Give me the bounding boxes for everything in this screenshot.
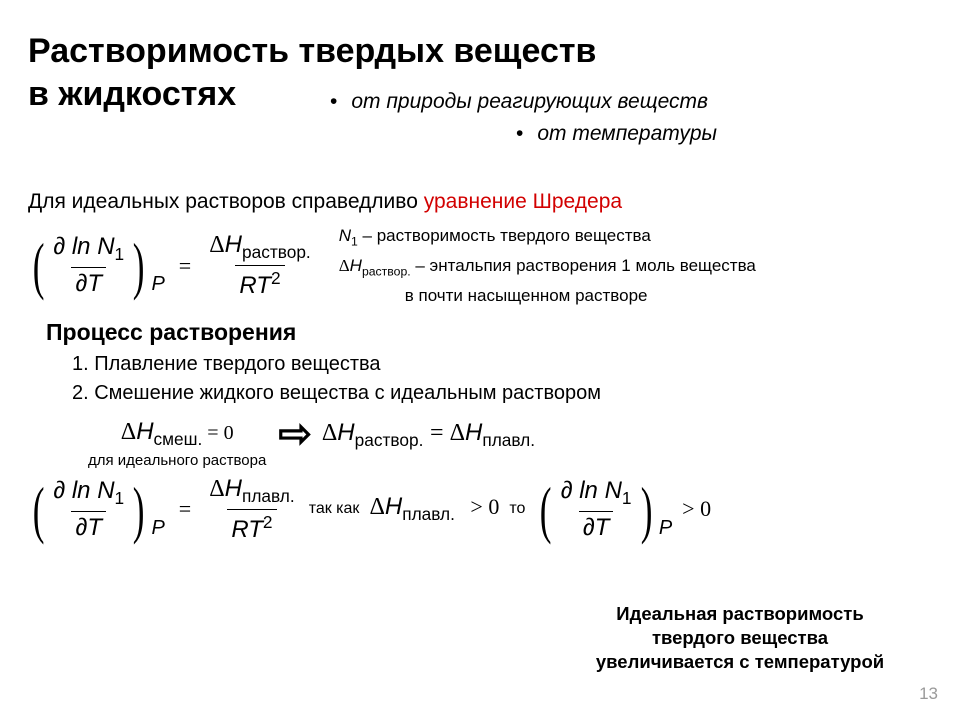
conclusion: Идеальная растворимость твердого веществ… <box>560 602 920 674</box>
dh-equality: ΔHраствор. = ΔHплавл. <box>322 419 535 451</box>
page-number: 13 <box>919 684 938 704</box>
bullet-text-1: от природы реагирующих веществ <box>351 90 708 114</box>
conclusion-line-1: Идеальная растворимость <box>616 603 863 624</box>
conclusion-line-2: твердого вещества <box>652 627 828 648</box>
definitions: N1 – растворимость твердого вещества ΔHр… <box>339 222 756 309</box>
title-line-1: Растворимость твердых веществ <box>28 32 596 70</box>
melting-equation-row: ( ∂ ln N1 ∂T ) P = ΔHплавл. RT2 так как … <box>28 475 932 544</box>
paren-right-icon: ) <box>640 484 652 535</box>
intro-plain: Для идеальных растворов справедливо <box>28 190 424 213</box>
rhs-paren-block: ( ∂ ln N1 ∂T ) P <box>535 477 672 542</box>
bullet-item-1: • от природы реагирующих веществ <box>330 90 920 114</box>
lhs-fraction: ∂ ln N1 ∂T <box>49 233 128 298</box>
subscript-p: P <box>151 273 164 296</box>
step-1: 1. Плавление твердого вещества <box>72 350 932 379</box>
gt0-final: > 0 <box>682 496 711 522</box>
dh-plav-gt0: ΔHплавл. > 0 <box>369 493 499 525</box>
lhs2-paren-block: ( ∂ ln N1 ∂T ) P <box>28 477 165 542</box>
implies-arrow-icon: ⇨ <box>278 422 312 446</box>
paren-left-icon: ( <box>33 484 45 535</box>
bullet-text-2: от температуры <box>537 122 717 146</box>
dh-mix-block: ΔHсмеш. = 0 для идеального раствора <box>88 418 266 469</box>
to-label: то <box>509 500 525 518</box>
ideal-note: для идеального раствора <box>88 452 266 469</box>
schroeder-equation: ( ∂ ln N1 ∂T ) P = ΔHраствор. RT2 N1 – р… <box>28 222 932 309</box>
mixing-relation: ΔHсмеш. = 0 для идеального раствора ⇨ ΔH… <box>88 418 932 469</box>
paren-right-icon: ) <box>133 240 145 291</box>
schroeder-term: уравнение Шредера <box>424 190 622 213</box>
lhs-paren-block: ( ∂ ln N1 ∂T ) P <box>28 233 165 298</box>
paren-left-icon: ( <box>33 240 45 291</box>
rhs-fraction: ΔHраствор. RT2 <box>205 231 315 300</box>
bullet-dot-icon: • <box>330 90 337 114</box>
bullet-item-2: • от температуры <box>330 122 920 146</box>
paren-right-icon: ) <box>133 484 145 535</box>
process-subheading: Процесс растворения <box>46 319 932 346</box>
conclusion-line-3: увеличивается с температурой <box>596 651 884 672</box>
bullet-list: • от природы реагирующих веществ • от те… <box>330 90 920 154</box>
def-dh: ΔHраствор. – энтальпия растворения 1 мол… <box>339 252 756 282</box>
def-dh-line2: в почти насыщенном растворе <box>339 282 756 309</box>
title-line-2: в жидкостях <box>28 75 236 113</box>
bullet-dot-icon: • <box>516 122 523 146</box>
paren-left-icon: ( <box>540 484 552 535</box>
tak-kak-label: так как <box>309 500 360 518</box>
equals-sign: = <box>179 253 191 279</box>
rhs2-fraction: ΔHплавл. RT2 <box>205 475 298 544</box>
intro-line: Для идеальных растворов справедливо урав… <box>28 190 932 214</box>
def-n1: N1 – растворимость твердого вещества <box>339 222 756 252</box>
process-steps: 1. Плавление твердого вещества 2. Смешен… <box>72 350 932 408</box>
step-2: 2. Смешение жидкого вещества с идеальным… <box>72 379 932 408</box>
